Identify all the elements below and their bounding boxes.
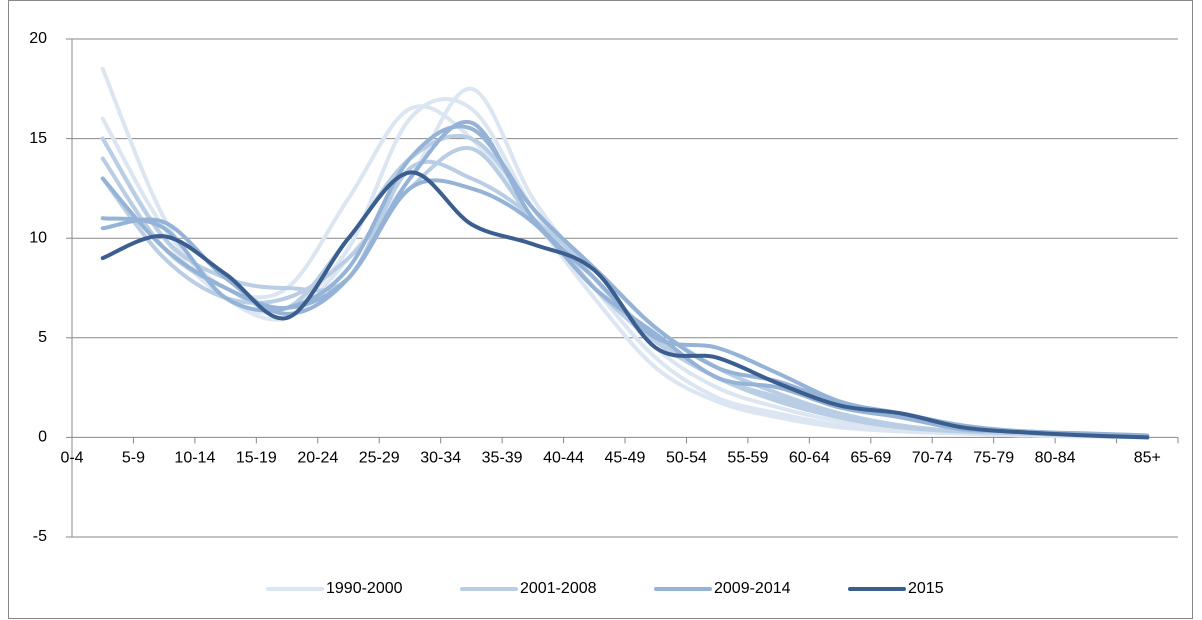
x-tick-label: 35-39 — [482, 450, 523, 467]
legend-label: 2015 — [908, 580, 944, 597]
x-tick-label: 85+ — [1134, 450, 1161, 467]
x-tick-label: 60-64 — [789, 450, 830, 467]
legend-label: 2009-2014 — [714, 580, 791, 597]
x-tick-label: 75-79 — [973, 450, 1014, 467]
x-tick-label: 30-34 — [420, 450, 461, 467]
x-tick-label: 55-59 — [727, 450, 768, 467]
x-tick-label: 40-44 — [543, 450, 584, 467]
y-tick-label: 5 — [38, 329, 47, 346]
x-tick-label: 50-54 — [666, 450, 707, 467]
x-tick-label: 10-14 — [174, 450, 215, 467]
y-tick-label: -5 — [33, 528, 47, 545]
y-tick-label: 0 — [38, 429, 47, 446]
x-tick-label: 15-19 — [236, 450, 277, 467]
x-tick-label: 45-49 — [605, 450, 646, 467]
y-tick-label: 20 — [29, 30, 47, 47]
x-tick-label: 0-4 — [60, 450, 83, 467]
y-tick-label: 15 — [29, 130, 47, 147]
legend-label: 1990-2000 — [326, 580, 403, 597]
chart-border — [8, 0, 1193, 619]
x-tick-label: 5-9 — [122, 450, 145, 467]
x-tick-label: 80-84 — [1035, 450, 1076, 467]
legend-label: 2001-2008 — [520, 580, 597, 597]
series-line — [100, 170, 1150, 440]
x-tick-label: 65-69 — [850, 450, 891, 467]
x-tick-label: 20-24 — [297, 450, 338, 467]
x-tick-label: 70-74 — [912, 450, 953, 467]
x-tick-label: 25-29 — [359, 450, 400, 467]
y-tick-label: 10 — [29, 229, 47, 246]
